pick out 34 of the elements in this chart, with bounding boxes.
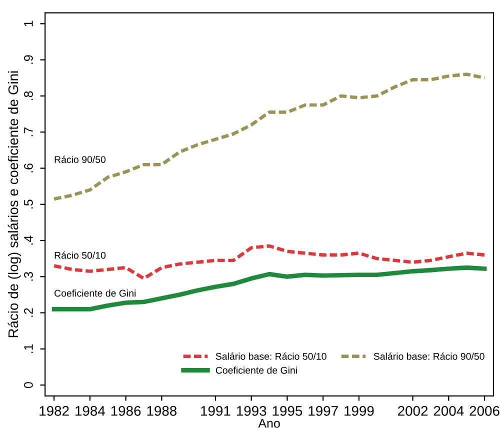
legend-label: Coeficiente de Gini bbox=[216, 366, 297, 374]
x-tick-label: 1995 bbox=[272, 406, 302, 416]
x-tick-label: 1986 bbox=[111, 406, 141, 416]
y-tick-label: .3 bbox=[24, 272, 33, 281]
x-tick-label: 1984 bbox=[76, 406, 105, 416]
y-tick-label: .5 bbox=[24, 200, 33, 208]
y-axis-title: Rácio de (log) salários e coeficiente de Gini bbox=[8, 71, 21, 338]
x-tick-label: 1993 bbox=[236, 406, 266, 416]
y-tick-label: 1 bbox=[24, 20, 33, 26]
line-series bbox=[52, 244, 486, 280]
x-tick-label: 1997 bbox=[308, 406, 338, 416]
x-tick-label: 2006 bbox=[470, 406, 500, 416]
y-tick-label: .4 bbox=[24, 236, 33, 245]
legend-label: Salário base: Rácio 90/50 bbox=[374, 352, 484, 360]
y-tick-label: .6 bbox=[24, 164, 33, 172]
line-series bbox=[52, 265, 487, 312]
x-tick-label: 1982 bbox=[40, 406, 69, 416]
y-tick-label: .7 bbox=[24, 128, 33, 136]
y-tick-label: .1 bbox=[24, 344, 33, 353]
y-tick-label: 0 bbox=[24, 382, 33, 388]
x-tick-label: 2004 bbox=[434, 406, 464, 416]
y-tick-label: .9 bbox=[24, 55, 33, 64]
x-tick-label: 1991 bbox=[201, 406, 230, 416]
y-tick-label: .2 bbox=[24, 308, 33, 317]
x-tick-label: 2002 bbox=[398, 406, 428, 416]
annotation: Rácio 90/50 bbox=[54, 156, 106, 163]
x-tick-label: 1999 bbox=[344, 406, 374, 416]
x-tick-label: 1988 bbox=[147, 406, 177, 416]
line-series bbox=[52, 72, 486, 201]
x-axis-title: Ano bbox=[258, 419, 280, 428]
y-tick-label: .8 bbox=[24, 91, 33, 100]
annotation: Rácio 50/10 bbox=[54, 252, 106, 259]
legend-label: Salário base: Rácio 50/10 bbox=[216, 352, 326, 360]
annotation: Coeficiente de Gini bbox=[54, 290, 136, 297]
